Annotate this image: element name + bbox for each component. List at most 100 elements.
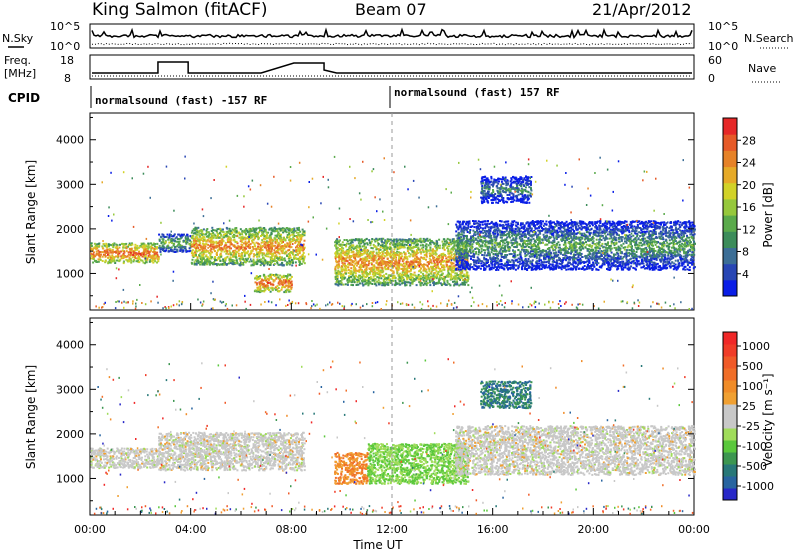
echo-cell	[392, 257, 395, 260]
echo-cell	[407, 242, 410, 245]
echo-cell	[415, 256, 418, 258]
echo-cell	[220, 233, 222, 236]
echo-cell	[259, 235, 262, 237]
echo-cell	[301, 228, 304, 231]
echo-cell	[135, 260, 138, 263]
echo-cell	[229, 260, 232, 263]
echo-cell	[392, 270, 395, 273]
echo-cell	[191, 229, 194, 232]
echo-cell	[443, 268, 446, 271]
echo-cell	[503, 234, 506, 237]
echo-cell	[359, 258, 362, 261]
echo-cell	[353, 256, 355, 259]
echo-cell	[381, 267, 384, 270]
echo-cell	[300, 247, 303, 250]
echo-cell	[426, 237, 429, 240]
echo-cell	[429, 272, 432, 275]
echo-cell	[362, 239, 364, 242]
echo-cell	[411, 254, 414, 257]
echo-cell	[368, 260, 370, 263]
echo-cell	[279, 279, 282, 282]
echo-cell	[384, 247, 387, 249]
echo-cell	[634, 261, 637, 264]
echo-cell	[471, 266, 474, 268]
echo-cell	[370, 240, 373, 243]
nsky-panel	[89, 23, 695, 49]
echo-cell	[150, 245, 152, 248]
echo-cell	[202, 237, 205, 240]
echo-cell	[211, 245, 214, 248]
echo-cell	[578, 236, 581, 239]
echo-cell	[281, 286, 284, 289]
echo-cell	[429, 240, 432, 243]
echo-cell	[477, 220, 480, 223]
echo-cell	[258, 248, 261, 251]
echo-cell	[459, 283, 462, 286]
echo-cell	[273, 249, 276, 252]
echo-cell	[419, 275, 422, 278]
echo-cell	[276, 234, 279, 237]
echo-cell	[646, 228, 649, 231]
echo-cell	[341, 258, 344, 261]
echo-cell	[336, 252, 339, 255]
echo-cell	[337, 263, 340, 266]
echo-cell	[335, 247, 338, 250]
echo-cell	[444, 243, 447, 246]
echo-cell	[302, 249, 305, 252]
echo-cell	[302, 260, 305, 263]
echo-cell	[251, 263, 254, 266]
echo-cell	[625, 255, 628, 257]
echo-cell	[231, 235, 234, 238]
echo-cell	[375, 246, 378, 249]
echo-cell	[201, 258, 203, 261]
echo-cell	[127, 245, 130, 248]
echo-cell	[132, 260, 135, 263]
echo-cell	[135, 247, 138, 250]
echo-cell	[215, 245, 218, 247]
echo-cell	[380, 271, 383, 274]
freq-tick-bottom: 8	[64, 72, 71, 85]
echo-cell	[243, 229, 246, 232]
echo-cell	[270, 227, 273, 230]
echo-cell	[298, 251, 301, 254]
echo-cell	[255, 241, 258, 244]
echo-cell	[349, 279, 352, 282]
echo-cell	[453, 269, 456, 272]
echo-cell	[125, 247, 128, 250]
echo-cell	[402, 277, 405, 280]
echo-cell	[488, 240, 491, 243]
echo-cell	[447, 260, 450, 263]
echo-cell	[354, 238, 357, 241]
echo-cell	[222, 260, 225, 263]
echo-cell	[458, 277, 461, 280]
echo-cell	[302, 252, 305, 254]
echo-cell	[683, 245, 686, 248]
echo-cell	[219, 232, 222, 234]
echo-cell	[345, 269, 348, 272]
echo-cell	[287, 280, 290, 282]
echo-cell	[400, 246, 403, 249]
echo-cell	[111, 251, 114, 254]
echo-cell	[413, 278, 416, 281]
echo-cell	[363, 257, 366, 260]
echo-cell	[639, 235, 642, 238]
echo-cell	[179, 248, 182, 251]
echo-cell	[253, 230, 256, 233]
echo-cell	[570, 230, 572, 233]
echo-cell	[241, 235, 244, 238]
echo-cell	[253, 243, 256, 246]
echo-cell	[525, 245, 528, 248]
echo-cell	[449, 261, 452, 264]
echo-cell	[191, 258, 194, 261]
echo-cell	[459, 268, 462, 271]
echo-cell	[296, 253, 299, 256]
echo-cell	[218, 248, 221, 251]
echo-cell	[405, 256, 408, 259]
echo-cell	[226, 255, 229, 258]
echo-cell	[243, 247, 246, 250]
echo-cell	[550, 266, 553, 269]
echo-cell	[225, 252, 228, 255]
echo-cell	[156, 261, 158, 264]
echo-cell	[290, 280, 293, 283]
echo-cell	[208, 237, 211, 240]
